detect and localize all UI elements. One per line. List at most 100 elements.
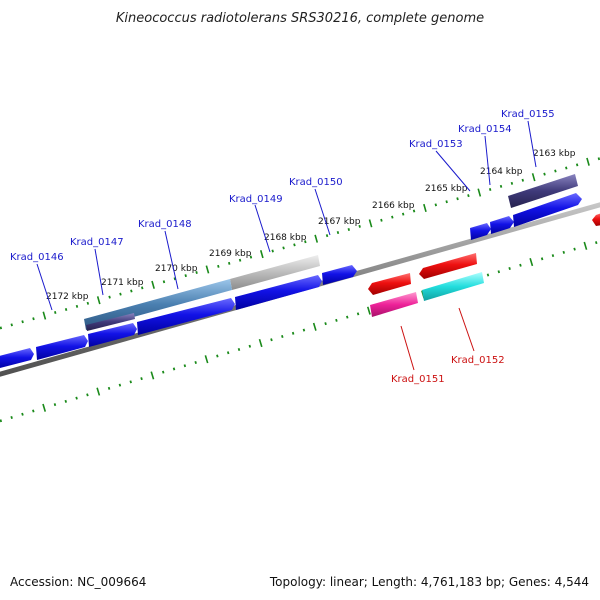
gene-label-krad-0152[interactable]: Krad_0152 — [451, 355, 505, 366]
gene-label-krad-0148[interactable]: Krad_0148 — [138, 219, 192, 230]
forward-gene-arrow[interactable] — [88, 323, 137, 347]
genome-title: Kineococcus radiotolerans SRS30216, comp… — [116, 11, 484, 26]
gene-label-krad-0147[interactable]: Krad_0147 — [70, 237, 124, 248]
major-tick — [312, 322, 317, 331]
major-tick — [96, 296, 101, 305]
minor-tick — [248, 344, 252, 348]
minor-tick — [302, 328, 306, 332]
forward-gene-arrow[interactable] — [322, 265, 357, 285]
gene-label-krad-0153[interactable]: Krad_0153 — [409, 139, 463, 150]
minor-tick — [434, 203, 438, 207]
minor-tick — [519, 263, 522, 267]
minor-tick — [86, 393, 89, 397]
minor-tick — [194, 360, 197, 364]
minor-tick — [293, 243, 296, 247]
gene-label-krad-0146[interactable]: Krad_0146 — [10, 252, 64, 263]
gene-label-krad-0151[interactable]: Krad_0151 — [391, 374, 445, 385]
minor-tick — [64, 307, 68, 311]
label-leader-lines-reverse — [400, 307, 475, 371]
major-tick — [150, 371, 155, 380]
gene-label-krad-0150[interactable]: Krad_0150 — [289, 177, 343, 188]
minor-tick — [347, 227, 351, 231]
forward-gene-labels: Krad_0146 Krad_0147 Krad_0148 Krad_0149 … — [10, 109, 555, 263]
scale-label-2166: 2166 kbp — [372, 201, 415, 211]
minor-tick — [445, 200, 448, 204]
cyan-feature[interactable] — [422, 272, 484, 301]
major-tick — [368, 219, 373, 228]
forward-gene-arrow[interactable] — [513, 193, 582, 227]
minor-tick — [184, 274, 187, 278]
minor-tick — [86, 301, 90, 305]
purple-feature-band[interactable] — [508, 174, 578, 208]
minor-tick — [227, 261, 231, 265]
forward-gene-arrow[interactable] — [235, 275, 322, 310]
minor-tick — [488, 187, 492, 191]
minor-tick — [75, 396, 78, 400]
scale-label-2168: 2168 kbp — [264, 233, 307, 243]
major-tick — [258, 338, 263, 348]
major-tick — [96, 387, 101, 396]
minor-tick — [141, 286, 144, 290]
scale-labels: 2172 kbp 2171 kbp 2170 kbp 2169 kbp 2168… — [46, 149, 576, 302]
scale-label-2163: 2163 kbp — [533, 149, 576, 159]
minor-tick — [162, 280, 166, 284]
grey-feature-band[interactable] — [230, 255, 320, 290]
minor-tick — [119, 292, 122, 296]
minor-tick — [573, 247, 576, 251]
minor-tick — [183, 364, 187, 368]
reverse-gene-arrow[interactable] — [419, 253, 477, 279]
reverse-gene-arrow[interactable] — [368, 273, 411, 295]
minor-tick — [356, 312, 360, 316]
forward-gene-arrow[interactable] — [36, 335, 88, 360]
gene-label-krad-0149[interactable]: Krad_0149 — [229, 194, 283, 205]
minor-tick — [551, 254, 555, 258]
gene-label-krad-0154[interactable]: Krad_0154 — [458, 124, 512, 135]
major-tick — [583, 241, 588, 250]
minor-tick — [325, 234, 329, 238]
minor-tick — [173, 277, 177, 281]
minor-tick — [21, 412, 24, 416]
minor-tick — [238, 258, 242, 262]
minor-tick — [565, 166, 568, 170]
reverse-gene-arrow[interactable] — [592, 213, 600, 226]
minor-tick — [412, 209, 416, 213]
scale-label-2164: 2164 kbp — [480, 167, 523, 177]
scale-label-2172: 2172 kbp — [46, 292, 89, 302]
major-tick — [151, 280, 155, 289]
scale-label-2169: 2169 kbp — [209, 249, 252, 259]
minor-tick — [53, 403, 57, 407]
minor-tick — [324, 322, 327, 326]
scale-label-2167: 2167 kbp — [318, 217, 361, 227]
minor-tick — [237, 348, 241, 352]
minor-tick — [172, 367, 176, 371]
gene-label-krad-0155[interactable]: Krad_0155 — [501, 109, 555, 120]
minor-tick — [304, 240, 307, 244]
major-tick — [259, 250, 264, 259]
feature-bands — [84, 174, 578, 331]
minor-tick — [108, 295, 111, 299]
minor-tick — [562, 250, 566, 254]
label-leader-lines — [36, 120, 537, 311]
magenta-feature[interactable] — [370, 292, 418, 317]
forward-gene-arrow[interactable] — [137, 298, 235, 335]
major-tick — [366, 306, 371, 315]
forward-gene-arrow[interactable] — [470, 223, 491, 240]
minor-tick — [543, 172, 546, 176]
minor-tick — [554, 169, 557, 173]
major-tick — [529, 257, 534, 267]
minor-tick — [358, 224, 361, 228]
minor-tick — [216, 354, 219, 358]
purple-feature-small[interactable] — [86, 313, 135, 331]
forward-gene-arrow[interactable] — [490, 216, 514, 234]
minor-tick — [107, 386, 111, 390]
major-tick — [531, 173, 536, 182]
minor-tick — [249, 255, 253, 259]
minor-tick — [456, 197, 459, 201]
forward-gene-arrow[interactable] — [0, 348, 34, 369]
minor-tick — [595, 241, 598, 245]
forward-genes — [0, 193, 582, 369]
minor-tick — [32, 317, 35, 321]
major-tick — [423, 203, 427, 213]
minor-tick — [140, 377, 143, 381]
